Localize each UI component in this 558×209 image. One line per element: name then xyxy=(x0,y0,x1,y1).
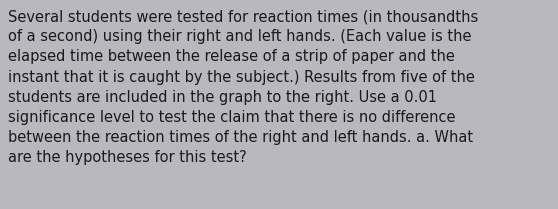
Text: Several students were tested for reaction times (in thousandths
of a second) usi: Several students were tested for reactio… xyxy=(8,9,479,165)
